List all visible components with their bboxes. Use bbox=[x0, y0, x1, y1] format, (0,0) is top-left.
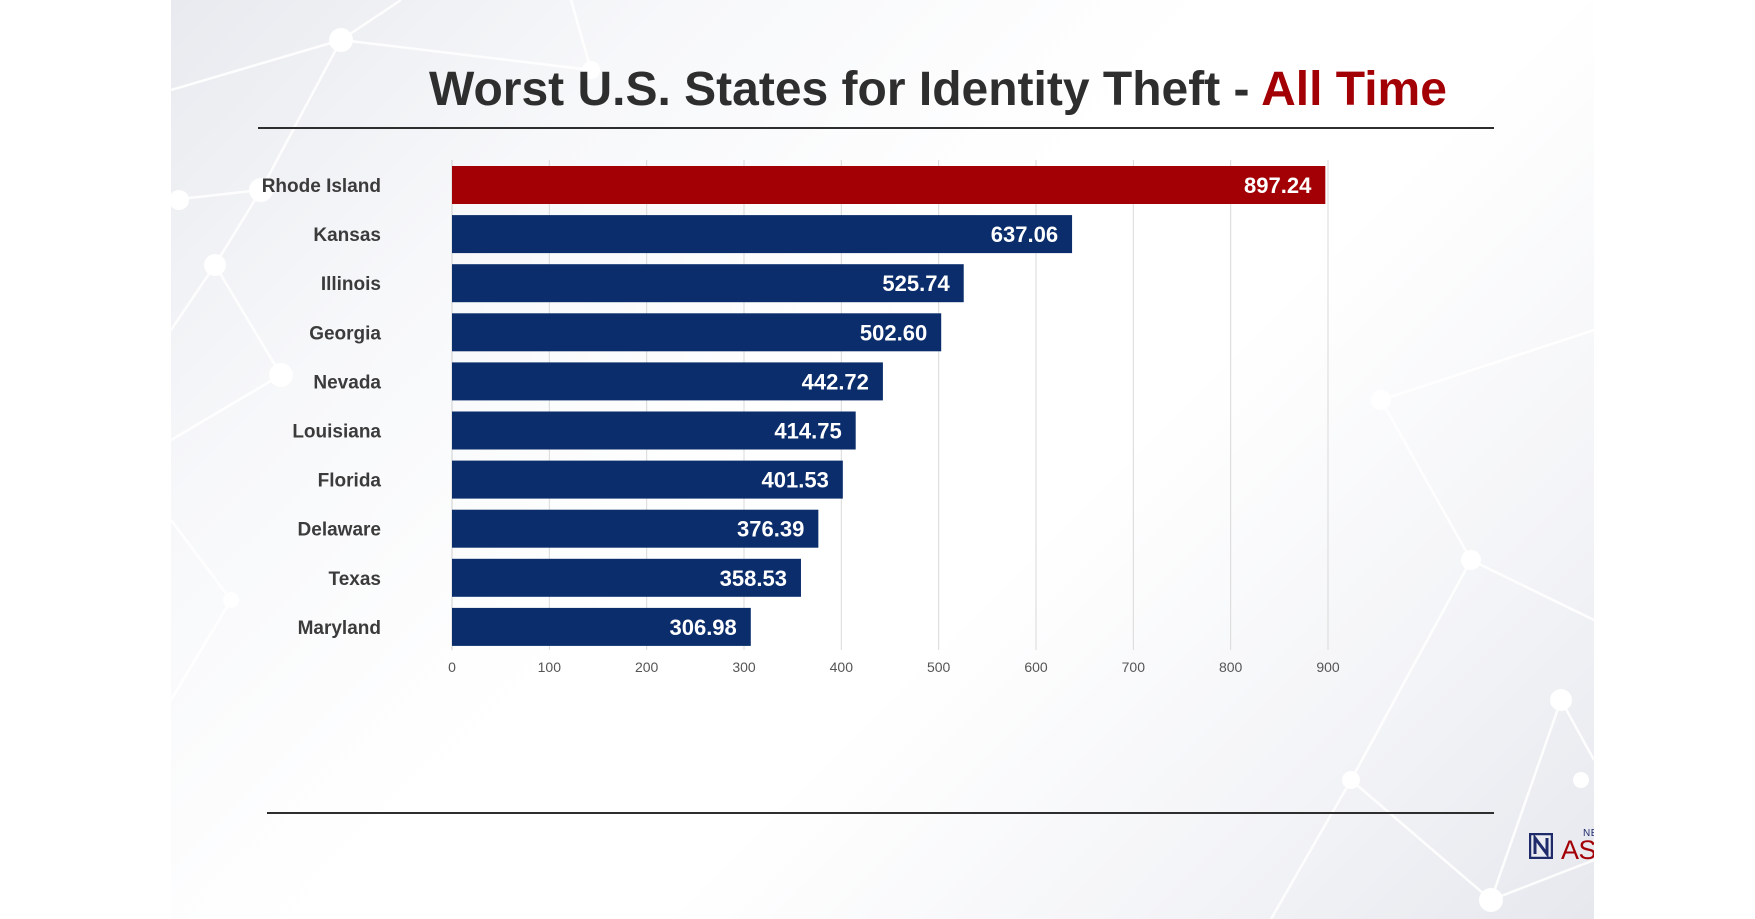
category-label: Georgia bbox=[309, 323, 381, 344]
x-tick-label: 200 bbox=[635, 659, 659, 675]
title-main-text: Worst U.S. States for Identity Theft - bbox=[429, 63, 1262, 116]
infographic-card: Worst U.S. States for Identity Theft - A… bbox=[171, 0, 1594, 919]
footer-divider bbox=[267, 812, 1494, 814]
title-accent-text: All Time bbox=[1261, 63, 1447, 116]
bar-kansas bbox=[452, 215, 1073, 254]
category-label: Florida bbox=[318, 471, 382, 492]
logo-network-text: NETWORK bbox=[1583, 828, 1594, 839]
network-assured-logo: NETWORK ASSURED bbox=[1529, 828, 1594, 868]
value-label: 414.75 bbox=[774, 419, 841, 444]
value-label: 358.53 bbox=[720, 566, 787, 591]
value-label: 376.39 bbox=[737, 517, 804, 542]
value-label: 401.53 bbox=[762, 468, 829, 493]
value-label: 637.06 bbox=[991, 222, 1058, 247]
bar-georgia bbox=[452, 313, 942, 352]
x-tick-label: 800 bbox=[1219, 659, 1243, 675]
value-label: 525.74 bbox=[882, 271, 950, 296]
bar-florida bbox=[452, 460, 843, 499]
x-tick-label: 300 bbox=[732, 659, 756, 675]
value-label: 442.72 bbox=[802, 369, 869, 394]
network-assured-logo-icon bbox=[1529, 833, 1553, 859]
category-label: Illinois bbox=[321, 274, 381, 295]
category-label: Kansas bbox=[313, 225, 381, 246]
x-tick-label: 700 bbox=[1122, 659, 1146, 675]
bar-illinois bbox=[452, 264, 964, 303]
bar-maryland bbox=[452, 607, 751, 646]
category-label: Rhode Island bbox=[262, 176, 381, 197]
bar-nevada bbox=[452, 362, 883, 401]
page-title: Worst U.S. States for Identity Theft - A… bbox=[429, 62, 1447, 117]
category-label: Nevada bbox=[313, 372, 381, 393]
value-label: 502.60 bbox=[860, 320, 927, 345]
x-tick-label: 500 bbox=[927, 659, 951, 675]
category-label: Delaware bbox=[298, 520, 381, 541]
bar-louisiana bbox=[452, 411, 856, 450]
x-tick-label: 100 bbox=[538, 659, 562, 675]
bar-delaware bbox=[452, 509, 819, 548]
category-label: Louisiana bbox=[292, 422, 381, 443]
category-label: Maryland bbox=[298, 618, 381, 639]
x-tick-label: 0 bbox=[448, 659, 456, 675]
value-label: 897.24 bbox=[1244, 173, 1312, 198]
category-label: Texas bbox=[329, 569, 381, 590]
bar-texas bbox=[452, 558, 801, 597]
value-label: 306.98 bbox=[669, 615, 736, 640]
bar-rhode-island bbox=[452, 166, 1326, 204]
bar-chart: 0 100 200 300 400 500 600 700 800 900 Rhode Island… bbox=[262, 160, 1340, 675]
title-divider bbox=[258, 127, 1494, 129]
network-background-pattern bbox=[171, 0, 1594, 919]
x-tick-label: 600 bbox=[1024, 659, 1048, 675]
x-tick-label: 400 bbox=[830, 659, 854, 675]
x-tick-label: 900 bbox=[1316, 659, 1340, 675]
logo-assured-text: ASSURED bbox=[1561, 835, 1594, 865]
